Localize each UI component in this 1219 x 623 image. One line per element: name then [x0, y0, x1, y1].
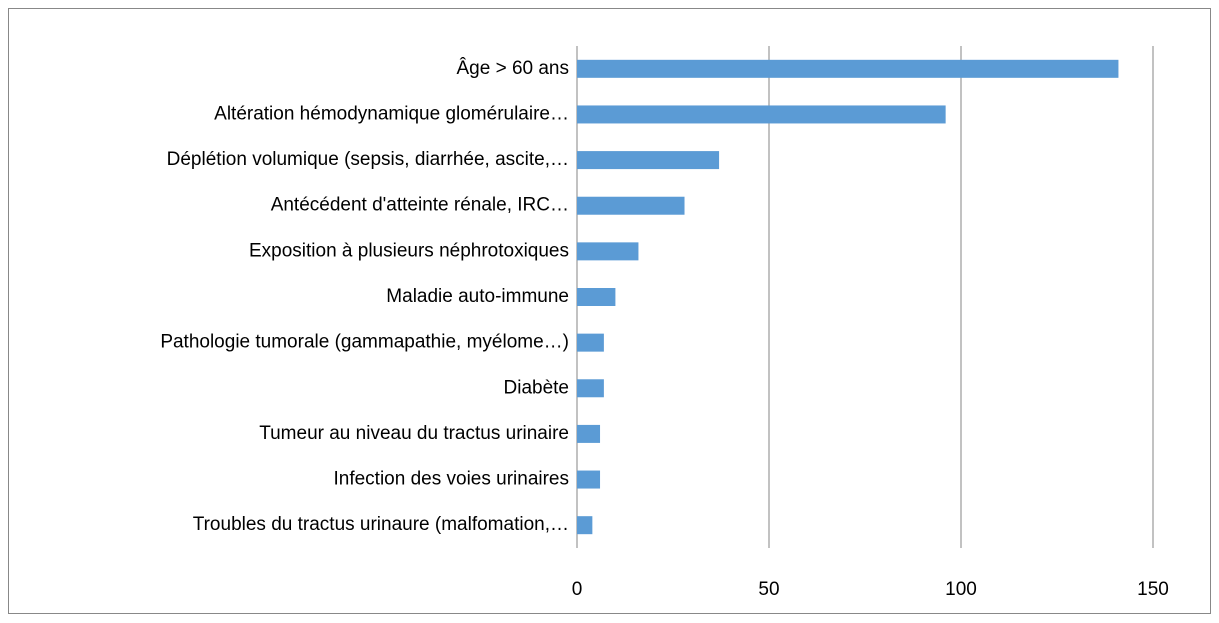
bar	[577, 105, 946, 124]
bar	[577, 151, 720, 170]
bar	[577, 516, 593, 535]
y-tick-label: Troubles du tractus urinaure (malfomatio…	[193, 514, 569, 535]
y-tick-label: Altération hémodynamique glomérulaire…	[214, 103, 569, 124]
y-tick-label: Exposition à plusieurs néphrotoxiques	[249, 240, 569, 261]
y-tick-label: Antécédent d'atteinte rénale, IRC…	[271, 195, 569, 216]
x-tick-label: 50	[758, 579, 779, 600]
y-tick-label: Âge > 60 ans	[456, 57, 569, 79]
chart-frame	[8, 8, 1211, 614]
x-tick-label: 100	[945, 579, 977, 600]
y-tick-label: Maladie auto-immune	[386, 286, 569, 307]
bar	[577, 333, 604, 352]
y-tick-label: Diabète	[504, 377, 570, 398]
y-tick-label: Infection des voies urinaires	[333, 469, 569, 490]
y-tick-label: Déplétion volumique (sepsis, diarrhée, a…	[167, 149, 569, 170]
x-tick-label: 150	[1137, 579, 1169, 600]
bar	[577, 424, 601, 443]
bar	[577, 379, 604, 398]
bar	[577, 288, 616, 306]
bar	[577, 242, 639, 261]
y-tick-label: Pathologie tumorale (gammapathie, myélom…	[160, 332, 569, 353]
bar	[577, 196, 685, 215]
y-tick-label: Tumeur au niveau du tractus urinaire	[259, 423, 569, 444]
bar	[577, 59, 1119, 78]
bar	[577, 470, 601, 489]
x-tick-label: 0	[572, 579, 583, 600]
